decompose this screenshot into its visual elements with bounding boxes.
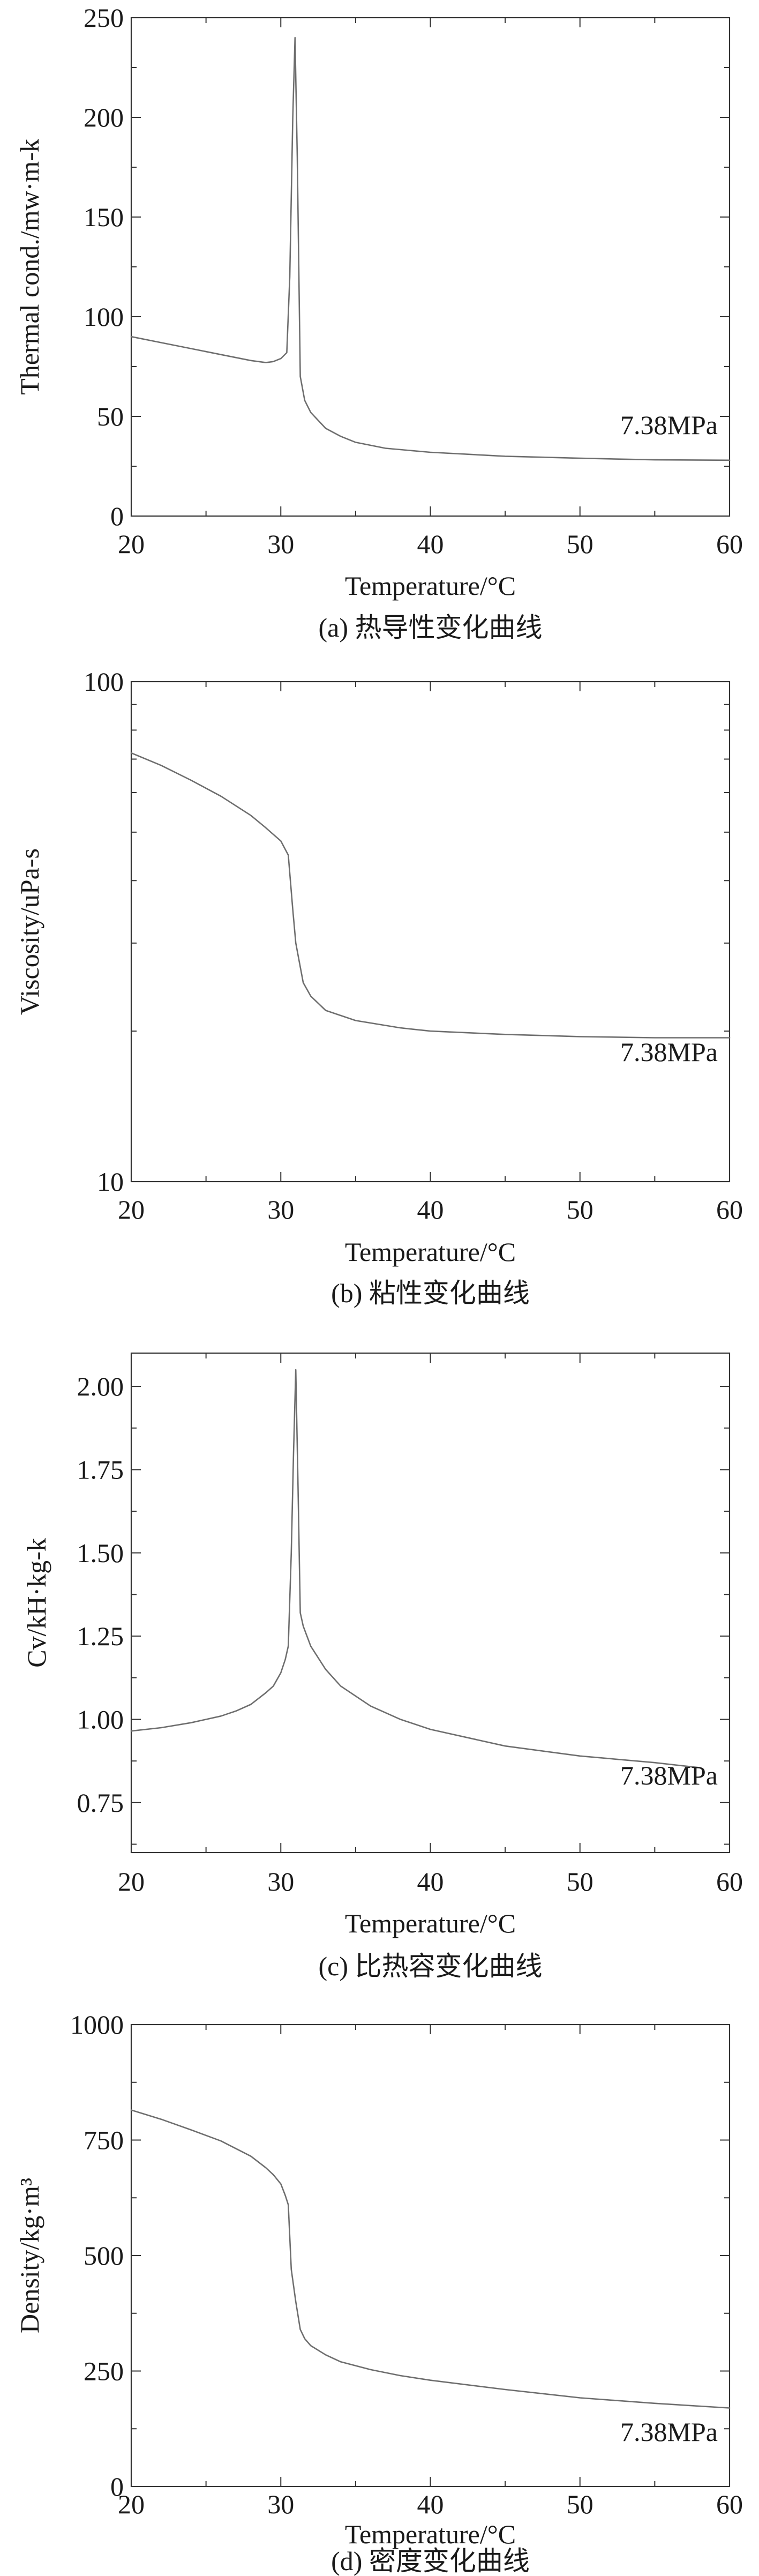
x-tick-label: 40 — [417, 1866, 444, 1896]
x-tick-label: 20 — [118, 529, 145, 559]
x-tick-label: 60 — [716, 529, 743, 559]
y-tick-label: 1.50 — [77, 1538, 124, 1568]
chart-caption: (b) 粘性变化曲线 — [331, 1278, 530, 1308]
x-axis-label: Temperature/°C — [345, 2519, 516, 2549]
x-tick-label: 40 — [417, 1194, 444, 1224]
y-tick-label: 0 — [110, 501, 124, 531]
x-tick-label: 50 — [567, 1194, 593, 1224]
chart-panel-3: 20 30 40 50 60 0.75 1.00 1.25 1.50 1.75 2.00 Temper… — [21, 1352, 743, 1981]
y-tick-label: 1.75 — [77, 1454, 124, 1484]
x-tick-label: 40 — [417, 2489, 444, 2519]
y-tick-label: 0 — [110, 2472, 124, 2502]
x-tick-label: 50 — [567, 1866, 593, 1896]
y-axis-label: Thermal cond./mw·m-k — [14, 139, 44, 395]
chart-caption: (a) 热导性变化曲线 — [319, 613, 543, 643]
series-line-7.38MPa — [130, 2109, 731, 2409]
x-tick-label: 30 — [267, 1194, 294, 1224]
series-annotation: 7.38MPa — [620, 410, 718, 440]
x-axis-label: Temperature/°C — [345, 1237, 516, 1267]
series-annotation: 7.38MPa — [620, 2417, 718, 2447]
x-axis-label: Temperature/°C — [345, 571, 516, 601]
y-tick-label: 100 — [84, 302, 124, 332]
y-tick-label: 750 — [84, 2125, 124, 2155]
series-line-7.38MPa — [130, 752, 731, 1039]
x-tick-label: 50 — [567, 2489, 593, 2519]
y-axis-label: Density/kg·m³ — [14, 2178, 44, 2333]
y-tick-label: 1.00 — [77, 1704, 124, 1734]
x-tick-label: 30 — [267, 1866, 294, 1896]
chart-panel-4: 20 30 40 50 60 0 250 500 750 1000 Temperature/°C De… — [14, 2010, 743, 2576]
y-axis-label: Viscosity/uPa-s — [14, 848, 44, 1015]
y-tick-label: 10 — [97, 1167, 124, 1197]
x-tick-label: 20 — [118, 1194, 145, 1224]
y-tick-label: 500 — [84, 2241, 124, 2271]
plot-frame — [130, 17, 731, 517]
series-line-7.38MPa — [130, 36, 731, 461]
y-tick-label: 50 — [97, 401, 124, 431]
x-tick-label: 20 — [118, 1866, 145, 1896]
series-annotation: 7.38MPa — [620, 1037, 718, 1067]
x-tick-label: 30 — [267, 529, 294, 559]
chart-caption: (d) 密度变化曲线 — [331, 2546, 530, 2576]
series-line-7.38MPa — [130, 1369, 701, 1768]
x-tick-label: 60 — [716, 2489, 743, 2519]
x-tick-label: 60 — [716, 1866, 743, 1896]
x-tick-label: 20 — [118, 2489, 145, 2519]
y-tick-label: 0.75 — [77, 1788, 124, 1818]
y-axis-label: Cv/kH·kg-k — [21, 1538, 51, 1668]
plot-frame — [130, 681, 731, 1183]
chart-caption: (c) 比热容变化曲线 — [319, 1951, 543, 1981]
x-tick-label: 60 — [716, 1194, 743, 1224]
x-tick-label: 50 — [567, 529, 593, 559]
y-tick-label: 2.00 — [77, 1371, 124, 1401]
y-tick-label: 100 — [84, 667, 124, 697]
y-tick-label: 1000 — [70, 2010, 124, 2040]
x-axis-label: Temperature/°C — [345, 1908, 516, 1938]
y-tick-label: 250 — [84, 2356, 124, 2386]
y-tick-label: 150 — [84, 202, 124, 232]
x-tick-label: 30 — [267, 2489, 294, 2519]
chart-panel-2: 20 30 40 50 60 10 100 Temperature/°C Viscosity/u… — [14, 667, 743, 1308]
x-tick-label: 40 — [417, 529, 444, 559]
y-tick-label: 1.25 — [77, 1621, 124, 1651]
y-tick-label: 200 — [84, 102, 124, 132]
series-annotation: 7.38MPa — [620, 1760, 718, 1790]
chart-panel-1: 20 30 40 50 60 0 50 100 150 200 250 Temperature/°C T… — [14, 3, 743, 643]
y-tick-label: 250 — [84, 3, 124, 33]
